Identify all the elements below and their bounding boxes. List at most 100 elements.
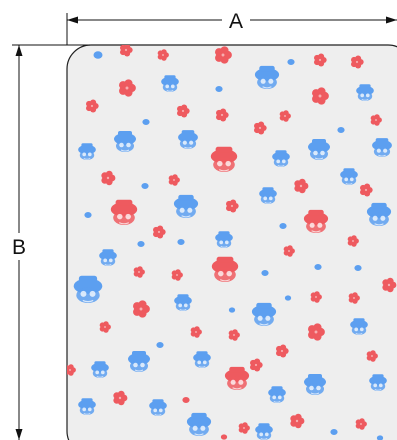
dot-motif <box>279 222 287 230</box>
width-arrowhead-right <box>386 16 397 24</box>
character-head-motif <box>174 294 192 311</box>
character-head-motif <box>149 399 167 416</box>
flower-motif <box>360 183 373 197</box>
character-head-motif <box>91 361 109 378</box>
character-head-motif <box>215 231 233 248</box>
dot-motif <box>156 341 164 349</box>
pattern-layer <box>67 45 397 440</box>
character-head-motif <box>372 138 392 157</box>
character-head-motif <box>224 366 250 390</box>
flower-motif <box>347 235 359 247</box>
flower-motif <box>370 114 382 126</box>
height-label: B <box>12 236 26 259</box>
character-head-motif <box>186 412 212 436</box>
character-head-motif <box>340 168 358 185</box>
character-head-motif <box>110 199 138 225</box>
flower-motif <box>348 292 360 304</box>
height-arrowhead-bottom <box>15 429 23 440</box>
flower-motif <box>133 266 145 278</box>
character-head-motif <box>178 130 198 149</box>
flower-motif <box>366 350 378 362</box>
dot-motif <box>228 307 236 313</box>
character-head-motif <box>211 256 239 282</box>
dot-motif <box>177 238 185 246</box>
width-arrowhead-left <box>67 16 78 24</box>
flower-motif <box>254 121 267 135</box>
flower-motif <box>171 269 183 281</box>
flower-motif <box>67 364 76 376</box>
flower-motif <box>228 329 240 341</box>
flower-motif <box>113 390 128 406</box>
flower-motif <box>250 358 263 372</box>
flower-motif <box>310 291 322 303</box>
height-dimension: B <box>12 44 90 440</box>
dot-motif <box>376 435 384 440</box>
character-head-motif <box>259 187 277 204</box>
character-head-motif <box>128 351 150 372</box>
dot-motif <box>84 211 92 219</box>
flower-motif <box>190 326 202 338</box>
character-head-motif <box>114 131 136 152</box>
flower-motif <box>86 99 99 113</box>
flower-motif <box>308 323 325 341</box>
dot-motif <box>220 434 228 440</box>
character-head-motif <box>73 275 103 303</box>
flower-motif <box>120 45 133 57</box>
flower-motif <box>119 79 136 97</box>
flower-motif <box>215 46 232 64</box>
character-head-motif <box>161 75 179 92</box>
width-label: A <box>229 10 243 33</box>
dot-motif <box>314 263 322 271</box>
flower-motif <box>177 104 190 118</box>
patterned-card <box>66 44 397 440</box>
flower-motif <box>279 110 291 122</box>
dot-motif <box>142 118 150 126</box>
character-head-motif <box>193 351 211 368</box>
character-head-motif <box>78 398 96 415</box>
flower-motif <box>290 413 305 429</box>
character-head-motif <box>254 65 280 89</box>
height-arrowhead-top <box>15 45 23 56</box>
character-head-motif <box>304 374 326 395</box>
dot-motif <box>141 182 149 190</box>
character-head-motif <box>350 318 368 335</box>
dot-motif <box>93 51 103 59</box>
dot-motif <box>354 264 362 272</box>
flower-motif <box>314 53 327 67</box>
character-head-motif <box>303 209 329 233</box>
flower-motif <box>355 418 367 430</box>
character-head-motif <box>251 302 277 326</box>
dot-motif <box>182 396 190 404</box>
width-dimension: A <box>66 10 397 45</box>
character-head-motif <box>173 194 199 218</box>
flower-motif <box>294 178 309 194</box>
flower-motif <box>168 174 180 186</box>
character-head-motif <box>99 249 117 266</box>
dot-motif <box>287 58 295 66</box>
dot-motif <box>330 428 338 436</box>
flower-motif <box>133 300 150 318</box>
character-head-motif <box>272 150 290 167</box>
flower-motif <box>226 199 239 213</box>
flower-motif <box>216 108 229 122</box>
dot-motif <box>137 240 145 248</box>
character-head-motif <box>268 386 286 403</box>
flower-motif <box>382 277 397 293</box>
character-head-motif <box>369 374 387 391</box>
character-head-motif <box>356 84 374 101</box>
dot-motif <box>284 295 292 301</box>
dot-motif <box>215 85 223 93</box>
flower-motif <box>351 55 364 69</box>
dot-motif <box>337 126 345 134</box>
flower-motif <box>276 344 289 358</box>
dot-motif <box>261 269 269 277</box>
flower-motif <box>101 170 116 186</box>
character-head-motif <box>308 139 330 160</box>
character-head-motif <box>210 146 238 172</box>
flower-motif <box>238 422 250 434</box>
flower-motif <box>312 87 329 105</box>
flower-motif <box>283 245 295 257</box>
character-head-motif <box>255 423 273 440</box>
flower-motif <box>157 49 169 61</box>
